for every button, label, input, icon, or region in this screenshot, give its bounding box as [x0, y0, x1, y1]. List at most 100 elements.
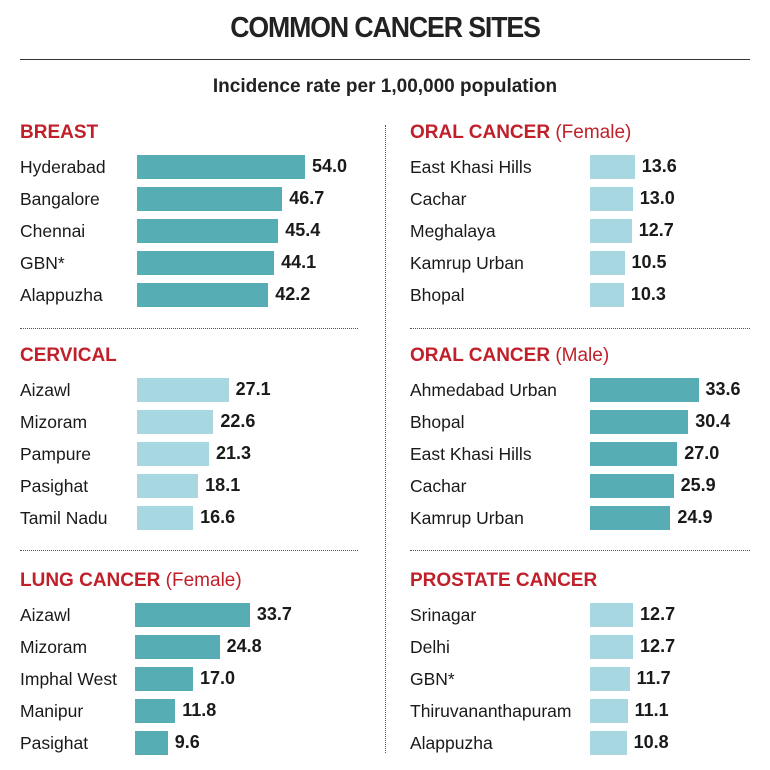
category-label: GBN* — [410, 669, 455, 689]
bar-row: Pasighat 9.6 — [20, 731, 380, 755]
bar-row: Mizoram 22.6 — [20, 410, 380, 434]
bar — [137, 283, 269, 307]
category-label: Pasighat — [20, 476, 89, 496]
bar-row: Pampure 21.3 — [20, 442, 380, 466]
bar — [135, 635, 220, 659]
category-label: Tamil Nadu — [20, 508, 108, 528]
bar-row: Hyderabad 54.0 — [20, 155, 380, 179]
bar — [590, 378, 699, 402]
value-label: 42.2 — [275, 284, 311, 304]
panel-title: ORAL CANCER (Male) — [410, 345, 609, 367]
bar — [590, 442, 678, 466]
panel-title: BREAST — [20, 122, 98, 144]
category-label: Imphal West — [20, 669, 117, 689]
bar — [590, 699, 628, 723]
value-label: 44.1 — [281, 252, 317, 272]
bar-row: Pasighat 18.1 — [20, 474, 380, 498]
bar — [135, 667, 193, 691]
value-label: 13.0 — [639, 188, 675, 208]
value-label: 24.8 — [226, 636, 262, 656]
category-label: Pampure — [20, 444, 92, 464]
bar-row: Aizawl 27.1 — [20, 378, 380, 402]
bar — [135, 603, 250, 627]
bar-row: Aizawl 33.7 — [20, 603, 380, 627]
value-label: 11.7 — [636, 668, 671, 688]
category-label: Srinagar — [410, 605, 477, 625]
bar — [590, 506, 671, 530]
bar — [137, 251, 275, 275]
panel-title-qualifier: (Male) — [550, 345, 610, 366]
title-divider — [20, 59, 750, 60]
bar — [590, 731, 627, 755]
bar — [135, 731, 168, 755]
bar-row: Bangalore 46.7 — [20, 187, 380, 211]
section-divider — [410, 328, 750, 329]
bar-row: Bhopal 10.3 — [410, 283, 770, 307]
value-label: 13.6 — [641, 156, 677, 176]
category-label: Chennai — [20, 221, 86, 241]
category-label: Kamrup Urban — [410, 508, 524, 528]
chart-panel: ORAL CANCER (Male) Ahmedabad Urban 33.6 Bho… — [410, 345, 770, 545]
bar-row: Thiruvananthapuram 11.1 — [410, 699, 770, 723]
category-label: Alappuzha — [410, 733, 493, 753]
category-label: Manipur — [20, 701, 84, 721]
category-label: Bhopal — [410, 412, 465, 432]
category-label: Alappuzha — [20, 285, 103, 305]
bar-row: Kamrup Urban 24.9 — [410, 506, 770, 530]
value-label: 18.1 — [205, 475, 241, 495]
value-label: 10.3 — [630, 284, 666, 304]
category-label: Meghalaya — [410, 221, 496, 241]
value-label: 12.7 — [640, 604, 676, 624]
bar-row: Kamrup Urban 10.5 — [410, 251, 770, 275]
value-label: 9.6 — [174, 732, 200, 752]
value-label: 33.7 — [256, 604, 292, 624]
value-label: 10.8 — [633, 732, 669, 752]
section-divider — [410, 550, 750, 551]
bar — [137, 219, 279, 243]
value-label: 16.6 — [200, 507, 236, 527]
panel-title-text: CERVICAL — [20, 345, 117, 366]
value-label: 21.3 — [215, 443, 252, 463]
category-label: East Khasi Hills — [410, 157, 532, 177]
bar-row: Chennai 45.4 — [20, 219, 380, 243]
bar-row: Cachar 13.0 — [410, 187, 770, 211]
category-label: Ahmedabad Urban — [410, 380, 557, 400]
panel-title: PROSTATE CANCER — [410, 570, 597, 592]
value-label: 27.0 — [684, 443, 720, 463]
bar — [590, 283, 624, 307]
section-divider — [20, 328, 358, 329]
value-label: 25.9 — [680, 475, 716, 495]
bar-row: Alappuzha 42.2 — [20, 283, 380, 307]
chart-panel: CERVICAL Aizawl 27.1 Mizoram 22.6 Pampure 21.3… — [20, 345, 380, 545]
category-label: Bhopal — [410, 285, 465, 305]
category-label: Cachar — [410, 189, 467, 209]
bar — [137, 187, 283, 211]
panel-title-text: LUNG CANCER — [20, 570, 161, 591]
category-label: Mizoram — [20, 637, 88, 657]
category-label: GBN* — [20, 253, 65, 273]
panel-title-qualifier: (Female) — [160, 570, 242, 591]
value-label: 12.7 — [640, 636, 676, 656]
category-label: Cachar — [410, 476, 467, 496]
bar-row: Ahmedabad Urban 33.6 — [410, 378, 770, 402]
category-label: Mizoram — [20, 412, 88, 432]
bar — [590, 219, 632, 243]
value-label: 33.6 — [705, 379, 741, 399]
bar-row: GBN* 11.7 — [410, 667, 770, 691]
bar — [137, 378, 229, 402]
bar — [590, 410, 689, 434]
panel-title: LUNG CANCER (Female) — [20, 570, 242, 592]
section-divider — [20, 550, 358, 551]
category-label: Kamrup Urban — [410, 253, 524, 273]
chart-panel: BREAST Hyderabad 54.0 Bangalore 46.7 Chennai 4… — [20, 122, 380, 322]
category-label: Hyderabad — [20, 157, 106, 177]
category-label: Delhi — [410, 637, 450, 657]
category-label: Aizawl — [20, 605, 71, 625]
category-label: East Khasi Hills — [410, 444, 532, 464]
value-label: 46.7 — [289, 188, 325, 208]
chart-subtitle: Incidence rate per 1,00,000 population — [212, 76, 558, 97]
value-label: 54.0 — [311, 156, 347, 176]
panel-title-text: ORAL CANCER — [410, 345, 551, 366]
panel-title-text: PROSTATE CANCER — [410, 570, 598, 591]
bar — [590, 251, 625, 275]
